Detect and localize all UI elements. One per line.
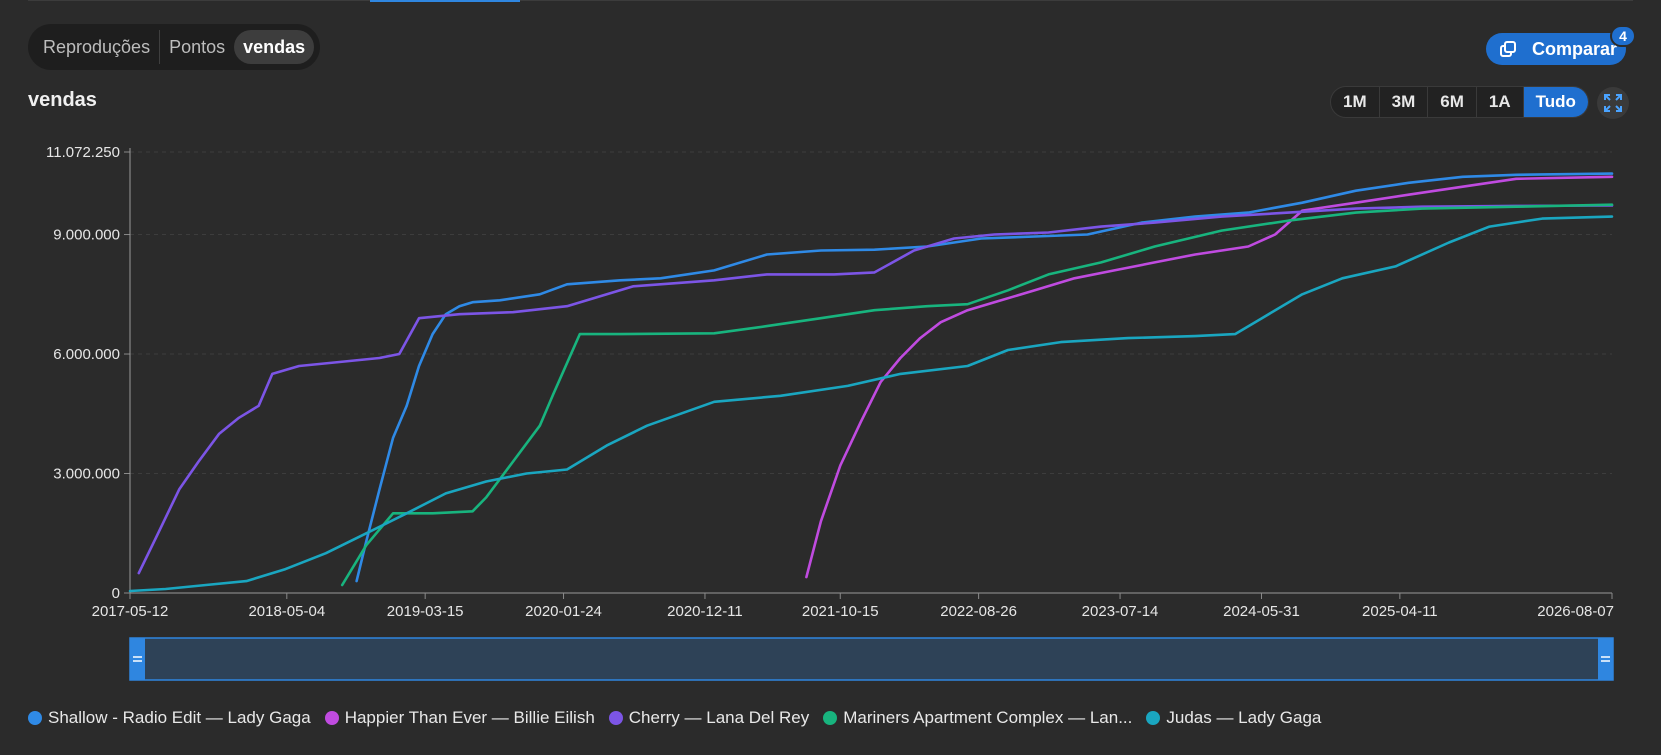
chart-axes: 0 3.000.000 6.000.000 9.000.000 11.072.250 20… (46, 144, 1614, 620)
grip-icon (133, 656, 142, 662)
range-slider-left-handle[interactable] (130, 638, 145, 680)
range-button-3m[interactable]: 3M (1380, 87, 1429, 117)
legend-dot (28, 711, 42, 725)
y-tick-label: 3.000.000 (53, 466, 120, 483)
x-tick-label: 2026-08-07 (1537, 603, 1614, 620)
range-slider-right-handle[interactable] (1598, 638, 1613, 680)
series-line-0 (355, 172, 1614, 583)
legend-label: Judas — Lady Gaga (1166, 708, 1322, 727)
x-tick-label: 2022-08-26 (940, 603, 1017, 620)
legend-dot (608, 711, 623, 725)
legend-label: Cherry — Lana Del Rey (628, 708, 810, 727)
y-tick-label: 6.000.000 (53, 346, 120, 363)
fullscreen-button[interactable] (1597, 87, 1629, 119)
chart-legend: Shallow - Radio Edit — Lady Gaga Happier… (28, 708, 1335, 728)
range-slider[interactable] (129, 637, 1614, 681)
time-range-selector: 1M 3M 6M 1A Tudo (1330, 86, 1589, 118)
compare-icon (1498, 40, 1520, 58)
tab-divider (159, 30, 161, 64)
compare-button-label: Comparar (1532, 38, 1618, 59)
x-tick-label: 2024-05-31 (1223, 603, 1300, 620)
legend-item-happier-than-ever[interactable]: Happier Than Ever — Billie Eilish (324, 708, 595, 728)
legend-label: Mariners Apartment Complex — Lan... (843, 708, 1133, 727)
chart-title: vendas (28, 89, 97, 111)
chart-grid (130, 151, 1612, 475)
range-slider-track[interactable] (129, 637, 1614, 681)
legend-item-mariners[interactable]: Mariners Apartment Complex — Lan... (823, 708, 1132, 728)
legend-item-cherry[interactable]: Cherry — Lana Del Rey (608, 708, 810, 728)
x-tick-label: 2025-04-11 (1362, 603, 1438, 620)
x-tick-label: 2018-05-04 (248, 603, 325, 620)
series-line-4 (128, 215, 1614, 593)
x-tick-label: 2020-12-11 (667, 603, 743, 620)
range-button-6m[interactable]: 6M (1428, 87, 1477, 117)
tab-pontos[interactable]: Pontos (169, 36, 226, 57)
metric-tab-group: Reproduções Pontos vendas (28, 24, 321, 70)
y-tick-label: 9.000.000 (53, 227, 120, 244)
series-line-3 (340, 203, 1614, 587)
sales-line-chart: 0 3.000.000 6.000.000 9.000.000 11.072.250 20… (46, 144, 1614, 681)
compare-button[interactable]: Comparar (1486, 33, 1626, 65)
x-tick-label: 2017-05-12 (92, 603, 169, 620)
legend-dot (823, 711, 838, 725)
x-tick-label: 2020-01-24 (525, 603, 602, 620)
y-tick-label: 11.072.250 (46, 144, 120, 161)
tab-vendas[interactable]: vendas (234, 30, 315, 64)
x-tick-label: 2023-07-14 (1082, 603, 1159, 620)
legend-label: Happier Than Ever — Billie Eilish (344, 708, 595, 727)
tab-reproducoes[interactable]: Reproduções (43, 36, 151, 57)
legend-label: Shallow - Radio Edit — Lady Gaga (48, 708, 311, 727)
legend-item-shallow[interactable]: Shallow - Radio Edit — Lady Gaga (28, 708, 311, 728)
grip-icon (1601, 656, 1610, 662)
range-button-1m[interactable]: 1M (1331, 87, 1380, 117)
range-button-tudo[interactable]: Tudo (1523, 87, 1588, 117)
legend-dot (1146, 711, 1161, 725)
chart-series (128, 172, 1614, 593)
range-button-1a[interactable]: 1A (1477, 87, 1524, 117)
series-line-2 (137, 204, 1614, 575)
x-tick-label: 2021-10-15 (802, 603, 879, 620)
top-tab-underline (28, 0, 1633, 1)
y-tick-label: 0 (112, 585, 120, 602)
top-tab-active-indicator (370, 0, 520, 2)
series-line-1 (805, 175, 1614, 579)
legend-dot (324, 711, 339, 725)
x-tick-label: 2019-03-15 (387, 603, 464, 620)
compare-count-badge: 4 (1610, 25, 1636, 47)
expand-icon (1604, 94, 1622, 112)
legend-item-judas[interactable]: Judas — Lady Gaga (1146, 708, 1321, 728)
